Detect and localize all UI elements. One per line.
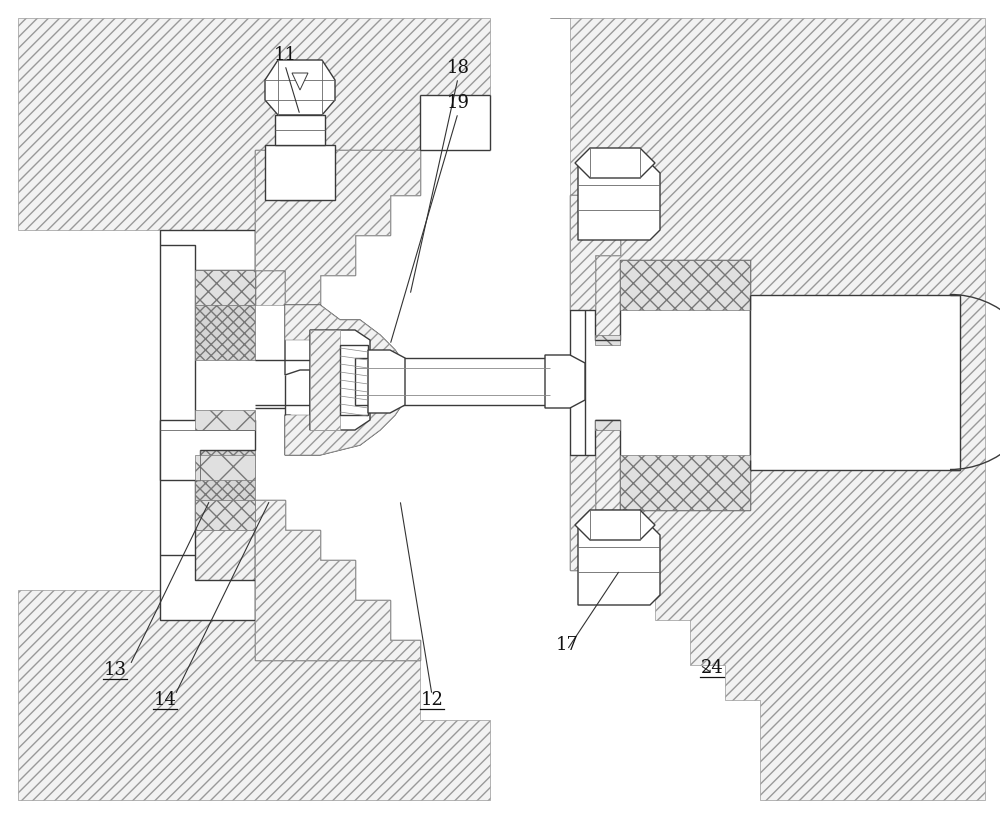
- Polygon shape: [292, 73, 308, 90]
- Polygon shape: [355, 358, 550, 405]
- Polygon shape: [575, 148, 655, 178]
- Polygon shape: [595, 335, 620, 345]
- Polygon shape: [310, 330, 340, 430]
- Polygon shape: [265, 60, 335, 115]
- Polygon shape: [570, 195, 655, 310]
- Polygon shape: [18, 18, 490, 305]
- Polygon shape: [160, 555, 255, 620]
- Polygon shape: [255, 500, 420, 660]
- Polygon shape: [570, 260, 750, 510]
- Polygon shape: [570, 455, 655, 570]
- Polygon shape: [195, 500, 255, 530]
- Polygon shape: [195, 305, 255, 360]
- Text: 12: 12: [421, 691, 443, 709]
- Polygon shape: [195, 455, 255, 480]
- Polygon shape: [255, 150, 420, 305]
- Polygon shape: [550, 18, 985, 800]
- Polygon shape: [578, 525, 660, 605]
- Text: 19: 19: [446, 94, 470, 112]
- Polygon shape: [575, 510, 655, 540]
- Polygon shape: [595, 420, 620, 430]
- Text: 14: 14: [154, 691, 176, 709]
- Polygon shape: [18, 500, 490, 800]
- Polygon shape: [620, 455, 750, 510]
- Polygon shape: [265, 145, 335, 200]
- Polygon shape: [285, 305, 408, 455]
- Polygon shape: [620, 260, 750, 310]
- Text: 13: 13: [104, 661, 126, 679]
- Polygon shape: [570, 195, 655, 310]
- Text: 11: 11: [274, 46, 296, 64]
- Polygon shape: [275, 115, 325, 145]
- Polygon shape: [160, 230, 255, 270]
- Polygon shape: [255, 500, 420, 660]
- Polygon shape: [310, 330, 370, 430]
- Polygon shape: [255, 150, 420, 305]
- Polygon shape: [570, 455, 655, 570]
- Text: 17: 17: [556, 636, 578, 654]
- Polygon shape: [195, 270, 255, 305]
- Polygon shape: [545, 355, 585, 408]
- Text: 24: 24: [701, 659, 723, 677]
- Polygon shape: [195, 450, 255, 500]
- Polygon shape: [285, 305, 408, 455]
- Polygon shape: [750, 295, 960, 470]
- Polygon shape: [368, 350, 405, 413]
- Polygon shape: [280, 95, 320, 200]
- Polygon shape: [340, 345, 368, 415]
- Polygon shape: [195, 410, 255, 430]
- Text: 18: 18: [446, 59, 470, 77]
- Polygon shape: [578, 163, 660, 240]
- Polygon shape: [160, 420, 255, 480]
